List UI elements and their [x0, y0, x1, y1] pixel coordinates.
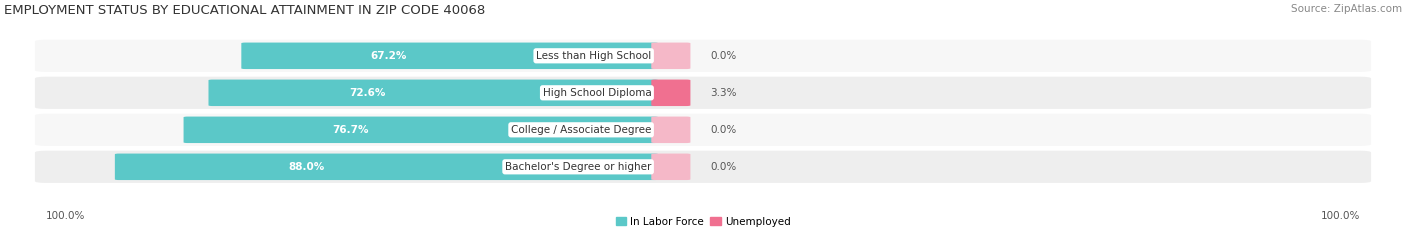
Text: 100.0%: 100.0%	[1320, 211, 1360, 221]
Text: Less than High School: Less than High School	[536, 51, 651, 61]
FancyBboxPatch shape	[184, 116, 658, 143]
Text: 88.0%: 88.0%	[288, 162, 325, 172]
FancyBboxPatch shape	[651, 154, 690, 180]
Text: 100.0%: 100.0%	[46, 211, 86, 221]
FancyBboxPatch shape	[35, 114, 1371, 146]
Text: Bachelor's Degree or higher: Bachelor's Degree or higher	[505, 162, 651, 172]
Text: EMPLOYMENT STATUS BY EDUCATIONAL ATTAINMENT IN ZIP CODE 40068: EMPLOYMENT STATUS BY EDUCATIONAL ATTAINM…	[4, 4, 485, 17]
FancyBboxPatch shape	[35, 40, 1371, 72]
Text: 76.7%: 76.7%	[333, 125, 370, 135]
FancyBboxPatch shape	[35, 151, 1371, 183]
Legend: In Labor Force, Unemployed: In Labor Force, Unemployed	[612, 212, 794, 231]
FancyBboxPatch shape	[208, 79, 658, 106]
FancyBboxPatch shape	[651, 43, 690, 69]
FancyBboxPatch shape	[651, 116, 690, 143]
Text: 72.6%: 72.6%	[349, 88, 385, 98]
Text: 3.3%: 3.3%	[710, 88, 737, 98]
Text: College / Associate Degree: College / Associate Degree	[510, 125, 651, 135]
FancyBboxPatch shape	[242, 43, 658, 69]
Text: 0.0%: 0.0%	[710, 125, 737, 135]
Text: 67.2%: 67.2%	[370, 51, 406, 61]
Text: 0.0%: 0.0%	[710, 162, 737, 172]
FancyBboxPatch shape	[115, 154, 658, 180]
Text: High School Diploma: High School Diploma	[543, 88, 651, 98]
FancyBboxPatch shape	[35, 77, 1371, 109]
Text: 0.0%: 0.0%	[710, 51, 737, 61]
Text: Source: ZipAtlas.com: Source: ZipAtlas.com	[1291, 4, 1402, 14]
FancyBboxPatch shape	[651, 79, 690, 106]
